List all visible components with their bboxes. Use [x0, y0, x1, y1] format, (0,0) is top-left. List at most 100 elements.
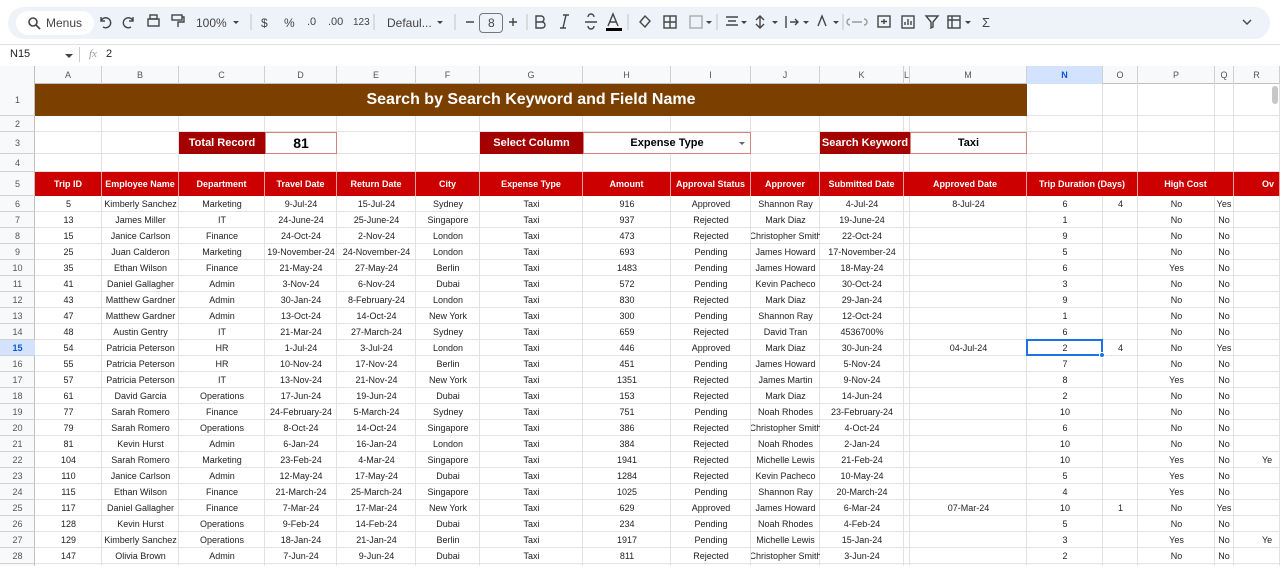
table-cell: 14-Oct-24 [356, 423, 397, 433]
row-number[interactable]: 2 [0, 116, 35, 132]
table-cell: 12-May-24 [279, 471, 323, 481]
table-cell: Yes [1169, 535, 1184, 545]
scrollbar[interactable] [1272, 86, 1278, 104]
column-letter[interactable]: C [179, 66, 265, 84]
table-cell: 27-May-24 [354, 263, 399, 273]
row-number[interactable]: 25 [0, 500, 35, 516]
row-number[interactable]: 27 [0, 532, 35, 548]
row-number[interactable]: 28 [0, 548, 35, 564]
functions[interactable]: Σ [982, 15, 991, 30]
table-cell: Pending [694, 487, 728, 497]
column-letter[interactable]: P [1138, 66, 1215, 84]
row-number[interactable]: 20 [0, 420, 35, 436]
table-cell: James Howard [755, 247, 816, 257]
table-cell: 7-Mar-24 [282, 503, 320, 513]
row-number[interactable]: 14 [0, 324, 35, 340]
row-number[interactable]: 13 [0, 308, 35, 324]
grid-line [35, 371, 1280, 372]
row-number[interactable]: 17 [0, 372, 35, 388]
table-cell: James Miller [115, 215, 166, 225]
decrease-decimal[interactable]: .0 [307, 16, 317, 28]
table-header-cell: High Cost [1138, 172, 1234, 196]
row-number[interactable]: 9 [0, 244, 35, 260]
table-cell: Kevin Pacheco [755, 471, 816, 481]
row-number[interactable]: 24 [0, 484, 35, 500]
table-cell: No [1170, 247, 1183, 257]
table-cell: Rejected [693, 295, 729, 305]
row-number[interactable]: 16 [0, 356, 35, 372]
table-cell: Admin [209, 311, 235, 321]
column-letter[interactable]: R [1234, 66, 1280, 84]
column-letter[interactable]: A [35, 66, 102, 84]
row-number[interactable]: 5 [0, 172, 35, 196]
column-letter[interactable]: Q [1215, 66, 1234, 84]
column-letter[interactable]: E [337, 66, 416, 84]
table-cell: Taxi [523, 199, 540, 209]
column-letter[interactable]: I [671, 66, 751, 84]
table-cell: 2-Jan-24 [844, 439, 880, 449]
currency-format[interactable]: $ [261, 16, 268, 30]
grid-line [35, 227, 1280, 228]
table-cell: 48 [63, 327, 74, 337]
column-letter[interactable]: G [480, 66, 583, 84]
row-number[interactable]: 1 [0, 84, 35, 116]
table-cell: Ye [1262, 535, 1272, 545]
increase-decimal[interactable]: .00 [328, 16, 344, 28]
table-cell: Rejected [693, 551, 729, 561]
table-cell: 4 [1117, 343, 1123, 353]
zoom[interactable]: 100% [196, 16, 227, 30]
row-number[interactable]: 22 [0, 452, 35, 468]
column-letter[interactable]: F [416, 66, 480, 84]
column-letter[interactable]: D [265, 66, 337, 84]
row-number[interactable]: 23 [0, 468, 35, 484]
table-cell: 446 [619, 343, 635, 353]
table-cell: 21-May-24 [279, 263, 323, 273]
column-letter[interactable]: L [904, 66, 910, 84]
table-cell: Taxi [523, 519, 540, 529]
number-format[interactable]: 123 [353, 17, 370, 28]
row-number[interactable]: 7 [0, 212, 35, 228]
select-column-value[interactable]: Expense Type [583, 132, 751, 154]
column-letter[interactable]: K [820, 66, 904, 84]
column-letter[interactable]: M [910, 66, 1027, 84]
column-letter[interactable]: H [583, 66, 671, 84]
table-cell: 43 [63, 295, 74, 305]
table-cell: 27-March-24 [350, 327, 403, 337]
font-size-box[interactable] [479, 13, 503, 33]
table-cell: Marketing [202, 199, 242, 209]
row-number[interactable]: 4 [0, 154, 35, 172]
table-cell: Admin [209, 471, 235, 481]
row-number[interactable]: 12 [0, 292, 35, 308]
row-number[interactable]: 19 [0, 404, 35, 420]
row-number[interactable]: 6 [0, 196, 35, 212]
column-letter[interactable]: J [751, 66, 820, 84]
row-number[interactable]: 26 [0, 516, 35, 532]
table-cell: Ethan Wilson [113, 263, 168, 273]
name-box[interactable]: N15 [10, 48, 31, 60]
table-cell: 384 [619, 439, 635, 449]
table-cell: 3 [1062, 535, 1068, 545]
row-number[interactable]: 10 [0, 260, 35, 276]
row-number[interactable]: 21 [0, 436, 35, 452]
font-family[interactable]: Defaul... [387, 16, 432, 30]
row-number[interactable]: 3 [0, 132, 35, 154]
table-cell: Dubai [436, 551, 460, 561]
column-letter[interactable]: N [1027, 66, 1103, 84]
table-cell: 4-Jul-24 [845, 199, 879, 209]
table-cell: 7-Jun-24 [283, 551, 319, 561]
row-number[interactable]: 15 [0, 340, 35, 356]
row-number[interactable]: 8 [0, 228, 35, 244]
column-letter[interactable]: O [1103, 66, 1138, 84]
formula-value[interactable]: 2 [106, 48, 113, 60]
table-cell: No [1218, 423, 1230, 433]
percent-format[interactable]: % [284, 16, 295, 30]
row-number[interactable]: 11 [0, 276, 35, 292]
column-letter[interactable]: B [102, 66, 179, 84]
table-cell: New York [428, 375, 468, 385]
font-size[interactable]: 8 [488, 16, 495, 30]
table-cell: Finance [205, 231, 239, 241]
row-number[interactable]: 18 [0, 388, 35, 404]
search-keyword-value[interactable]: Taxi [910, 132, 1027, 154]
grid-line [35, 291, 1280, 292]
